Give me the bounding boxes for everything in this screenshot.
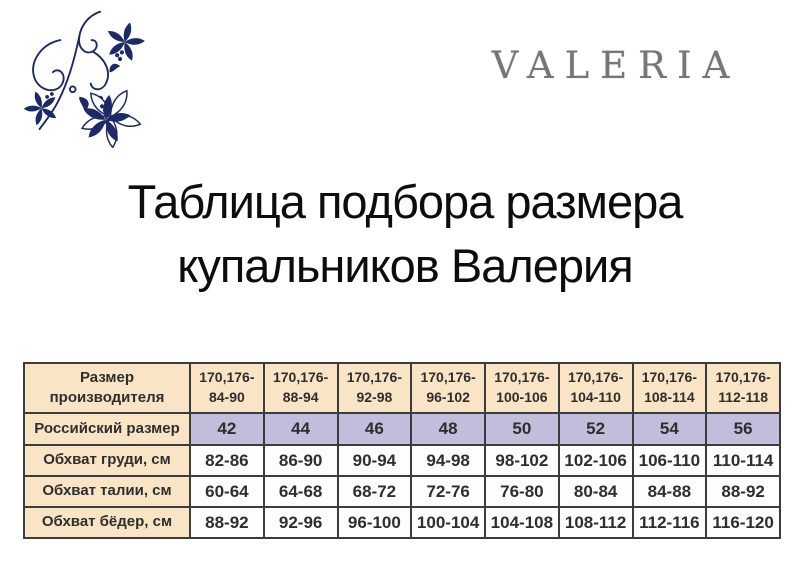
page-title-line1: Таблица подбора размера	[127, 175, 684, 228]
page-title: Таблица подбора размера купальников Вале…	[0, 170, 810, 299]
waist-cell: 88-92	[705, 475, 781, 508]
russian-size-cell: 52	[557, 412, 634, 446]
waist-cell: 68-72	[336, 475, 413, 508]
chest-cell: 110-114	[705, 444, 781, 477]
chest-cell: 82-86	[189, 444, 265, 477]
russian-size-cell: 44	[262, 412, 339, 446]
waist-cell: 64-68	[262, 475, 339, 508]
manufacturer-size-cell: 170,176- 108-114	[631, 362, 708, 414]
floral-ornament	[16, 6, 154, 148]
hips-cell: 108-112	[557, 506, 634, 539]
chest-cell: 86-90	[262, 444, 339, 477]
table-row-waist: Обхват талии, см 60-64 64-68 68-72 72-76…	[23, 475, 781, 508]
table-row-hips: Обхват бёдер, см 88-92 92-96 96-100 100-…	[23, 506, 781, 539]
waist-cell: 60-64	[189, 475, 265, 508]
chest-cell: 94-98	[410, 444, 486, 477]
manufacturer-size-cell: 170,176- 96-102	[410, 362, 486, 414]
manufacturer-size-cell: 170,176- 88-94	[262, 362, 339, 414]
chest-cell: 98-102	[484, 444, 560, 477]
table-row-manufacturer-size: Размер производителя 170,176- 84-90 170,…	[23, 362, 781, 414]
russian-size-cell: 48	[410, 412, 486, 446]
row-label-manufacturer-size: Размер производителя	[23, 362, 191, 414]
russian-size-cell: 46	[336, 412, 413, 446]
hips-cell: 116-120	[705, 506, 781, 539]
waist-cell: 84-88	[631, 475, 708, 508]
hips-cell: 92-96	[262, 506, 339, 539]
russian-size-cell: 42	[189, 412, 265, 446]
manufacturer-size-cell: 170,176- 100-106	[484, 362, 560, 414]
manufacturer-size-cell: 170,176- 104-110	[557, 362, 634, 414]
floral-ornament-graphic	[16, 10, 154, 148]
manufacturer-size-cell: 170,176- 112-118	[705, 362, 781, 414]
row-label-hips: Обхват бёдер, см	[23, 506, 191, 539]
table-row-chest: Обхват груди, см 82-86 86-90 90-94 94-98…	[23, 444, 781, 477]
row-label-russian-size: Российский размер	[23, 412, 191, 446]
hips-cell: 104-108	[484, 506, 560, 539]
brand-logo: VALERIA	[491, 44, 741, 87]
table-row-russian-size: Российский размер 42 44 46 48 50 52 54 5…	[23, 412, 781, 446]
waist-cell: 72-76	[410, 475, 486, 508]
hips-cell: 112-116	[631, 506, 708, 539]
page-title-line2: купальников Валерия	[177, 239, 633, 293]
size-table: Размер производителя 170,176- 84-90 170,…	[23, 362, 781, 539]
waist-cell: 76-80	[484, 475, 560, 508]
chest-cell: 90-94	[336, 444, 413, 477]
chest-cell: 102-106	[557, 444, 634, 477]
chest-cell: 106-110	[631, 444, 708, 477]
russian-size-cell: 54	[631, 412, 708, 446]
row-label-chest: Обхват груди, см	[23, 444, 191, 477]
waist-cell: 80-84	[557, 475, 634, 508]
russian-size-cell: 56	[705, 412, 781, 446]
russian-size-cell: 50	[484, 412, 560, 446]
hips-cell: 100-104	[410, 506, 486, 539]
manufacturer-size-cell: 170,176- 84-90	[189, 362, 265, 414]
hips-cell: 88-92	[189, 506, 265, 539]
hips-cell: 96-100	[336, 506, 413, 539]
manufacturer-size-cell: 170,176- 92-98	[336, 362, 413, 414]
row-label-waist: Обхват талии, см	[23, 475, 191, 508]
